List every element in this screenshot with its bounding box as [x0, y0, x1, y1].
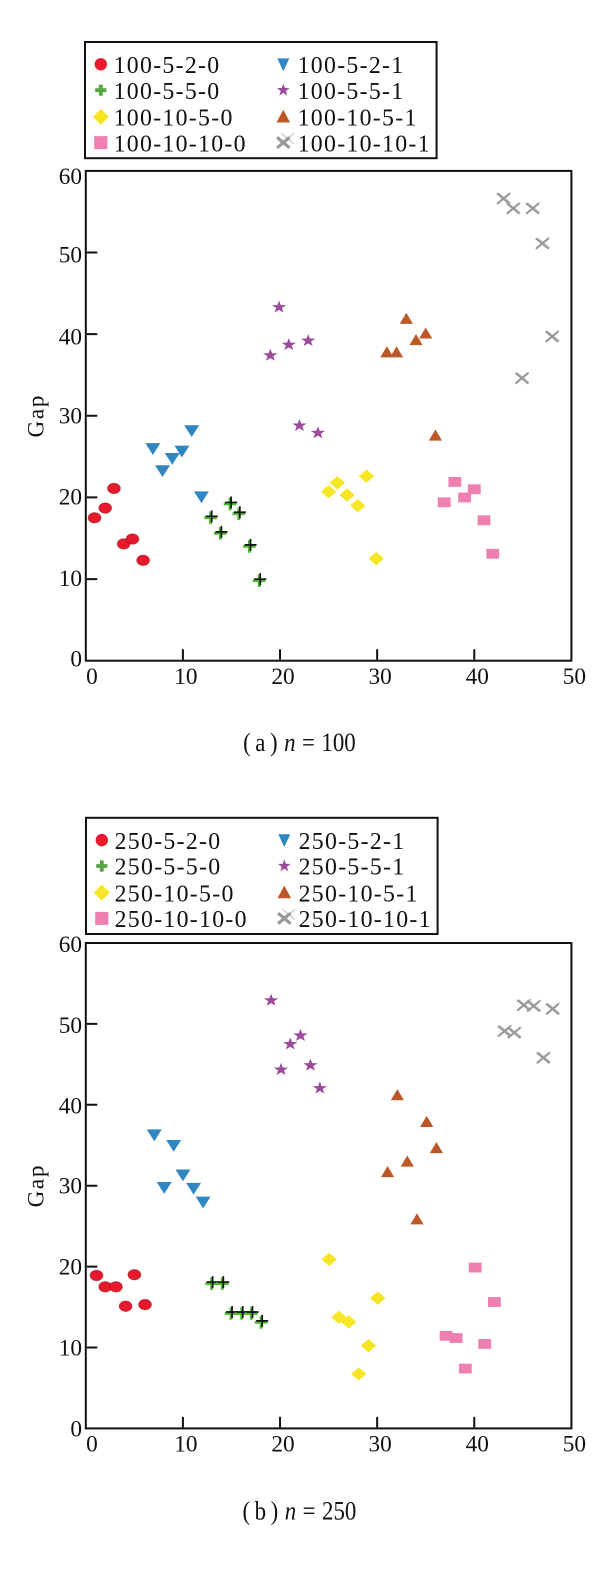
svg-text:40: 40 [59, 325, 82, 351]
svg-text:10: 10 [174, 1432, 197, 1458]
svg-text:( b ) n = 250: ( b ) n = 250 [242, 1497, 356, 1526]
svg-text:0: 0 [86, 664, 98, 690]
svg-text:100-10-5-1: 100-10-5-1 [298, 106, 418, 132]
svg-text:250-5-2-1: 250-5-2-1 [299, 829, 406, 855]
svg-text:10: 10 [59, 566, 82, 592]
svg-text:( a ) n = 100: ( a ) n = 100 [243, 729, 356, 758]
svg-text:10: 10 [174, 664, 197, 690]
svg-text:250-5-2-0: 250-5-2-0 [115, 829, 222, 855]
svg-text:50: 50 [59, 1013, 82, 1039]
svg-text:0: 0 [70, 1416, 82, 1442]
svg-text:20: 20 [271, 664, 294, 690]
svg-text:30: 30 [369, 1432, 392, 1458]
svg-text:40: 40 [466, 664, 489, 690]
svg-text:250-10-5-1: 250-10-5-1 [299, 881, 419, 907]
svg-text:10: 10 [59, 1335, 82, 1361]
svg-text:30: 30 [369, 664, 392, 690]
svg-text:60: 60 [59, 164, 82, 190]
svg-text:Gap: Gap [23, 394, 49, 437]
svg-text:250-5-5-0: 250-5-5-0 [115, 855, 222, 881]
svg-text:50: 50 [563, 1432, 586, 1458]
svg-text:40: 40 [59, 1094, 82, 1120]
svg-text:100-5-5-1: 100-5-5-1 [298, 79, 405, 105]
svg-text:20: 20 [59, 1255, 82, 1281]
svg-text:40: 40 [466, 1432, 489, 1458]
svg-text:100-5-2-0: 100-5-2-0 [114, 53, 221, 79]
svg-text:100-5-2-1: 100-5-2-1 [298, 53, 405, 79]
svg-text:20: 20 [59, 484, 82, 510]
svg-text:Gap: Gap [23, 1164, 49, 1207]
svg-text:250-10-10-1: 250-10-10-1 [299, 907, 432, 933]
svg-text:100-10-10-1: 100-10-10-1 [298, 131, 431, 157]
svg-text:250-5-5-1: 250-5-5-1 [299, 855, 406, 881]
svg-text:60: 60 [59, 932, 82, 958]
svg-text:30: 30 [59, 404, 82, 430]
svg-text:20: 20 [271, 1432, 294, 1458]
svg-text:30: 30 [59, 1174, 82, 1200]
svg-text:0: 0 [86, 1432, 98, 1458]
svg-text:0: 0 [70, 647, 82, 673]
svg-text:250-10-10-0: 250-10-10-0 [115, 907, 248, 933]
svg-text:100-5-5-0: 100-5-5-0 [114, 79, 221, 105]
svg-text:50: 50 [563, 664, 586, 690]
svg-text:50: 50 [59, 242, 82, 268]
svg-text:100-10-10-0: 100-10-10-0 [114, 131, 247, 157]
svg-text:100-10-5-0: 100-10-5-0 [114, 106, 234, 132]
svg-text:250-10-5-0: 250-10-5-0 [115, 881, 235, 907]
